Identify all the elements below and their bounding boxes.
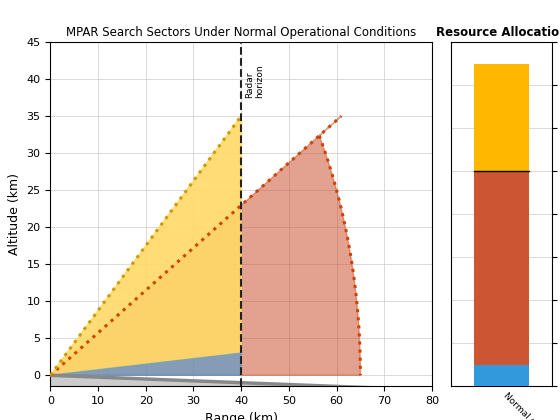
X-axis label: Range (km): Range (km) — [204, 412, 278, 420]
Y-axis label: Altitude (km): Altitude (km) — [8, 173, 21, 255]
Text: Radar
horizon: Radar horizon — [245, 64, 264, 98]
Bar — [474, 171, 529, 365]
Bar — [474, 365, 529, 386]
Polygon shape — [50, 353, 241, 375]
Title: MPAR Search Sectors Under Normal Operational Conditions: MPAR Search Sectors Under Normal Operati… — [66, 26, 416, 39]
Bar — [474, 63, 529, 171]
Polygon shape — [50, 116, 361, 375]
Polygon shape — [50, 116, 241, 375]
Title: Resource Allocation: Resource Allocation — [436, 26, 560, 39]
